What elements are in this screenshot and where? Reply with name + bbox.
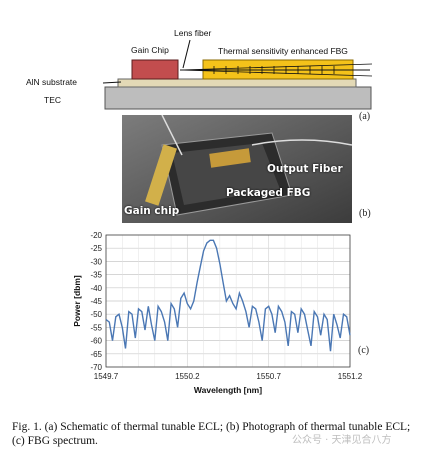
y-tick-label: -55 xyxy=(90,323,102,332)
y-tick-label: -35 xyxy=(90,271,102,280)
photo-illustration xyxy=(122,115,352,223)
y-tick-label: -50 xyxy=(90,310,102,319)
output-fiber-label: Output Fiber xyxy=(267,163,343,175)
y-tick-label: -30 xyxy=(90,257,102,266)
schematic-diagram xyxy=(102,39,373,110)
x-axis-label: Wavelength [nm] xyxy=(194,385,262,395)
y-tick-label: -60 xyxy=(90,337,102,346)
fiber-line-bottom xyxy=(179,69,373,77)
y-tick-label: -45 xyxy=(90,297,102,306)
y-tick-label: -65 xyxy=(90,350,102,359)
panel-label-b: (b) xyxy=(359,208,371,219)
plot-frame xyxy=(105,234,351,368)
aln-pointer xyxy=(102,81,122,84)
packaged-fbg-label: Packaged FBG xyxy=(226,187,311,199)
gain-chip-block xyxy=(131,59,179,80)
panel-label-a: (a) xyxy=(359,111,371,122)
x-tick-label: 1550.2 xyxy=(175,372,200,381)
gain-chip-label: Gain Chip xyxy=(131,45,169,55)
y-tick-label: -25 xyxy=(90,244,102,253)
y-tick-label: -70 xyxy=(90,363,102,372)
watermark: 公众号 · 天津见合八方 xyxy=(292,435,392,446)
y-tick-label: -20 xyxy=(90,231,102,240)
figure-caption: Fig. 1. (a) Schematic of thermal tunable… xyxy=(12,421,411,447)
lens-fiber-pointer xyxy=(182,39,191,69)
lens-fiber-label: Lens fiber xyxy=(174,28,212,38)
aln-substrate xyxy=(117,78,357,88)
y-tick-label: -40 xyxy=(90,284,102,293)
fbg-label: Thermal sensitivity enhanced FBG xyxy=(218,46,348,56)
x-tick-label: 1549.7 xyxy=(94,372,119,381)
x-tick-label: 1550.7 xyxy=(256,372,281,381)
y-axis-label: Power [dbm] xyxy=(72,275,82,327)
tec-block xyxy=(104,86,372,110)
panel-label-c: (c) xyxy=(358,345,370,356)
fiber-line-top xyxy=(179,63,373,71)
fbg-grating-marks xyxy=(213,66,335,74)
tec-label: TEC xyxy=(44,95,61,105)
photograph: Output Fiber Packaged FBG Gain chip xyxy=(122,115,352,223)
aln-label: AlN substrate xyxy=(26,77,78,87)
x-tick-label: 1551.2 xyxy=(338,372,363,381)
spectrum-line xyxy=(105,239,351,352)
gain-chip-photo-label: Gain chip xyxy=(124,205,180,217)
